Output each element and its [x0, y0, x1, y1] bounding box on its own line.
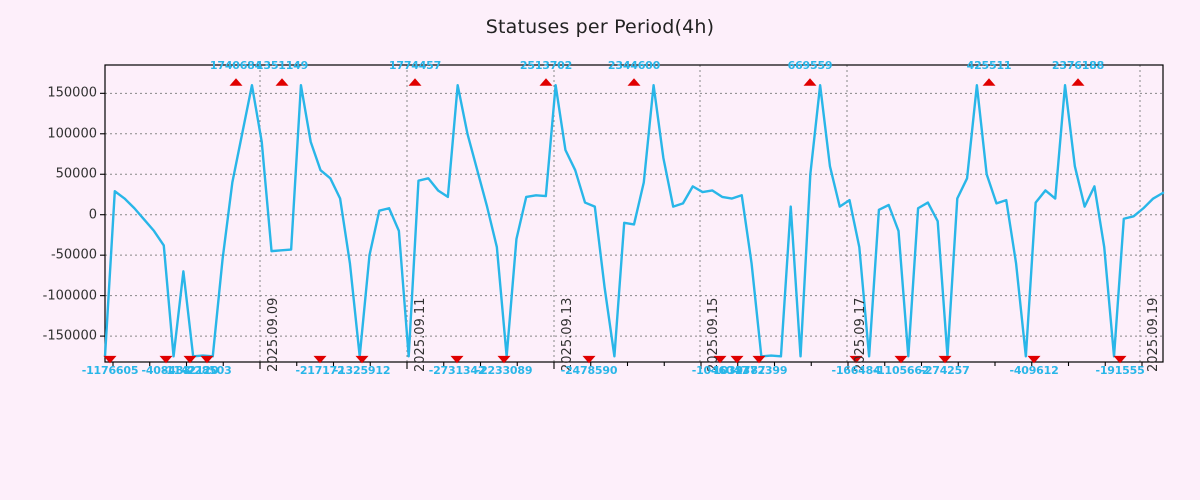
min-marker-triangle-icon	[752, 355, 766, 364]
y-axis-tick-label: -100000	[42, 288, 97, 304]
min-marker-triangle-icon	[183, 355, 197, 364]
min-marker-triangle-icon	[1113, 355, 1127, 364]
max-value-label: 425511	[966, 59, 1012, 73]
x-axis-tick-label: 2025.09.13	[560, 297, 575, 372]
min-value-label: -1142120	[161, 364, 219, 378]
min-value-label: -2372399	[730, 364, 788, 378]
max-marker-triangle-icon	[408, 78, 422, 86]
max-value-label: 669559	[787, 59, 833, 73]
min-value-label: -1105662	[872, 364, 930, 378]
min-value-label: -274257	[920, 364, 970, 378]
max-value-label: 1774457	[388, 59, 442, 73]
max-marker-triangle-icon	[803, 78, 817, 86]
min-marker-triangle-icon	[103, 355, 117, 364]
max-markers	[229, 78, 1085, 86]
min-marker-triangle-icon	[713, 355, 727, 364]
max-marker-triangle-icon	[275, 78, 289, 86]
max-marker-triangle-icon	[1071, 78, 1085, 86]
y-axis-tick-label: 50000	[55, 166, 97, 182]
y-axis-tick-label: 150000	[47, 85, 97, 101]
min-value-label: -1046047	[691, 364, 749, 378]
min-marker-triangle-icon	[730, 355, 744, 364]
min-marker-triangle-icon	[1027, 355, 1041, 364]
data-series-line	[103, 84, 1165, 358]
min-marker-triangle-icon	[582, 355, 596, 364]
min-marker-triangle-icon	[894, 355, 908, 364]
min-marker-triangle-icon	[159, 355, 173, 364]
y-axis-tick-label: 100000	[47, 126, 97, 142]
max-value-label: 2513702	[519, 59, 573, 73]
min-value-label: -1039787	[708, 364, 766, 378]
min-value-label: -2731342	[428, 364, 486, 378]
min-marker-triangle-icon	[938, 355, 952, 364]
min-marker-triangle-icon	[849, 355, 863, 364]
x-axis-tick-label: 2025.09.17	[853, 297, 868, 372]
min-markers	[103, 355, 1127, 364]
max-value-label: 2344600	[607, 59, 661, 73]
min-value-label: -1325912	[333, 364, 391, 378]
min-marker-triangle-icon	[450, 355, 464, 364]
axis-ticks	[100, 92, 1143, 369]
min-marker-triangle-icon	[200, 355, 214, 364]
min-value-label: -228503	[182, 364, 232, 378]
min-value-label: -166484	[831, 364, 881, 378]
x-axis-tick-label: 2025.09.19	[1146, 297, 1161, 372]
y-axis-tick-label: -150000	[42, 328, 97, 344]
max-value-label: 1351149	[255, 59, 309, 73]
plot-frame	[104, 64, 1164, 363]
max-value-label: 2376188	[1051, 59, 1105, 73]
x-axis-tick-label: 2025.09.11	[413, 297, 428, 372]
gridlines	[105, 92, 1163, 337]
min-value-label: -1176605	[81, 364, 139, 378]
y-axis-tick-label: -50000	[50, 247, 97, 263]
min-value-label: -191555	[1095, 364, 1145, 378]
min-marker-triangle-icon	[355, 355, 369, 364]
x-axis-tick-label: 2025.09.15	[706, 297, 721, 372]
y-axis-tick-label: 0	[88, 207, 97, 223]
max-marker-triangle-icon	[627, 78, 641, 86]
min-marker-triangle-icon	[313, 355, 327, 364]
min-value-label: -408483	[141, 364, 191, 378]
min-value-label: -409612	[1009, 364, 1059, 378]
x-axis-tick-label: 2025.09.09	[266, 297, 281, 372]
min-value-label: -2233089	[475, 364, 533, 378]
max-value-label: 1740684	[209, 59, 263, 73]
max-marker-triangle-icon	[539, 78, 553, 86]
min-value-label: -217172	[295, 364, 345, 378]
max-marker-triangle-icon	[229, 78, 243, 86]
plot-background	[105, 65, 1163, 362]
max-marker-triangle-icon	[982, 78, 996, 86]
chart-title: Statuses per Period(4h)	[485, 16, 715, 38]
min-value-label: -2478590	[560, 364, 618, 378]
min-marker-triangle-icon	[497, 355, 511, 364]
